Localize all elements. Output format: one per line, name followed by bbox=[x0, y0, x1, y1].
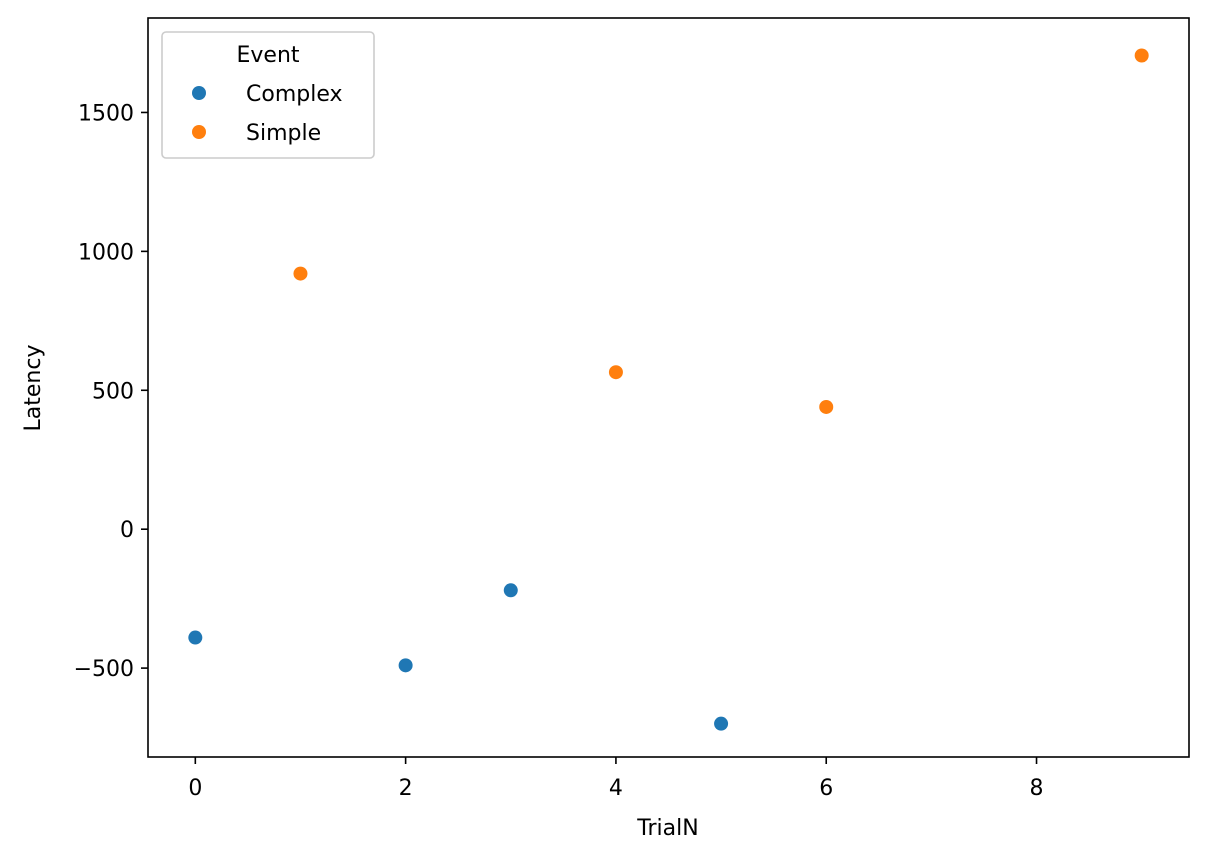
point-simple bbox=[608, 365, 623, 380]
point-complex bbox=[188, 630, 203, 645]
point-simple bbox=[293, 266, 308, 281]
legend: Event Complex Simple bbox=[161, 31, 375, 159]
x-tick-label: 2 bbox=[399, 776, 413, 801]
point-complex bbox=[503, 583, 518, 598]
legend-label-complex: Complex bbox=[246, 82, 343, 107]
y-axis-label: Latency bbox=[21, 345, 46, 432]
y-tick-label: 1000 bbox=[78, 240, 134, 265]
x-tick-label: 4 bbox=[609, 776, 623, 801]
x-tick-label: 0 bbox=[188, 776, 202, 801]
x-tick-label: 6 bbox=[819, 776, 833, 801]
x-tick-label: 8 bbox=[1030, 776, 1044, 801]
legend-marker-complex bbox=[192, 86, 206, 100]
y-tick-label: 500 bbox=[92, 379, 134, 404]
point-complex bbox=[714, 716, 729, 731]
data-points bbox=[188, 48, 1149, 731]
point-simple bbox=[1134, 48, 1149, 63]
y-axis-ticks: −500 0 500 1000 1500 bbox=[74, 101, 148, 682]
legend-label-simple: Simple bbox=[246, 121, 321, 146]
y-tick-label: 0 bbox=[120, 518, 134, 543]
x-axis-ticks: 0 2 4 6 8 bbox=[188, 757, 1044, 801]
point-complex bbox=[398, 658, 413, 673]
legend-box bbox=[161, 31, 375, 159]
y-tick-label: 1500 bbox=[78, 101, 134, 126]
legend-title: Event bbox=[236, 43, 299, 68]
legend-marker-simple bbox=[192, 125, 206, 139]
point-simple bbox=[819, 399, 834, 414]
x-axis-label: TrialN bbox=[636, 816, 698, 841]
y-tick-label: −500 bbox=[74, 657, 134, 682]
